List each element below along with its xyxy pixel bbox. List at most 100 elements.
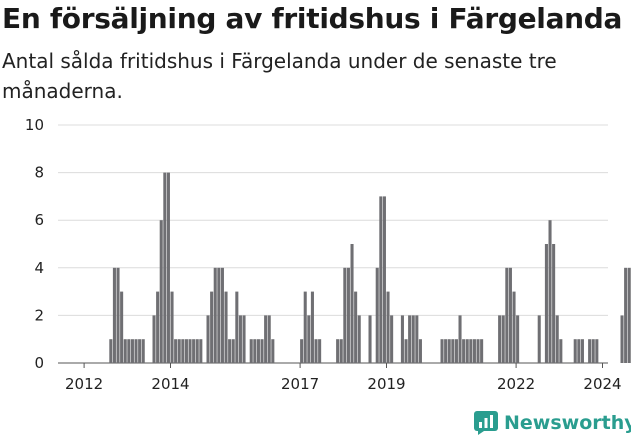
bar [472, 339, 476, 363]
bar [159, 220, 163, 363]
bar [242, 315, 246, 363]
bar [123, 339, 127, 363]
bar [267, 315, 271, 363]
chart-title: En försäljning av fritidshus i Färgeland… [2, 2, 623, 35]
y-tick-label: 6 [34, 211, 44, 229]
bar [238, 315, 242, 363]
bar [220, 267, 224, 363]
bar [501, 315, 505, 363]
bar [444, 339, 448, 363]
bar [231, 339, 235, 363]
bar [141, 339, 145, 363]
bar [130, 339, 134, 363]
bar [120, 291, 124, 363]
grid-lines [58, 124, 608, 364]
bar [408, 315, 412, 363]
x-tick-label: 2024 [583, 375, 621, 393]
bar [469, 339, 473, 363]
bar [595, 339, 599, 363]
y-tick-label: 10 [25, 116, 44, 134]
bar [166, 172, 170, 363]
bar [440, 339, 444, 363]
bar [516, 315, 520, 363]
bar [195, 339, 199, 363]
bar [580, 339, 584, 363]
bar [465, 339, 469, 363]
y-tick-label: 0 [34, 354, 44, 372]
bar [256, 339, 260, 363]
bar [138, 339, 142, 363]
bar [188, 339, 192, 363]
chart-subtitle: Antal sålda fritidshus i Färgelanda unde… [2, 49, 557, 103]
bar [379, 196, 383, 363]
x-tick-label: 2019 [367, 375, 405, 393]
bar [512, 291, 516, 363]
x-axis: 2012 2014 2017 2019 2022 2024 [65, 363, 622, 393]
bar [404, 339, 408, 363]
bar [400, 315, 404, 363]
bar [336, 339, 340, 363]
bar [318, 339, 322, 363]
bar [206, 315, 210, 363]
bar [314, 339, 318, 363]
bar [213, 267, 217, 363]
bar [346, 267, 350, 363]
bar [163, 172, 167, 363]
bar [544, 244, 548, 363]
y-tick-label: 4 [34, 259, 44, 277]
bar [620, 315, 624, 363]
bar [116, 267, 120, 363]
newsworthy-logo: Newsworthy [474, 408, 631, 438]
bar [415, 315, 419, 363]
bar [170, 291, 174, 363]
bar [357, 315, 361, 363]
bar [451, 339, 455, 363]
bar [386, 291, 390, 363]
bar [343, 267, 347, 363]
bar [462, 339, 466, 363]
bar [454, 339, 458, 363]
bar [174, 339, 178, 363]
bar [390, 315, 394, 363]
bar [217, 267, 221, 363]
x-tick-label: 2017 [281, 375, 319, 393]
bar [588, 339, 592, 363]
newsworthy-bar-icon [474, 411, 498, 435]
bar [127, 339, 131, 363]
bar [199, 339, 203, 363]
bar [264, 315, 268, 363]
bars [109, 172, 631, 363]
bar [418, 339, 422, 363]
bar [192, 339, 196, 363]
bar [253, 339, 257, 363]
bar [573, 339, 577, 363]
bar [505, 267, 509, 363]
bar [375, 267, 379, 363]
bar [476, 339, 480, 363]
bar [591, 339, 595, 363]
bar [310, 291, 314, 363]
bar [181, 339, 185, 363]
bar [339, 339, 343, 363]
bar [184, 339, 188, 363]
bar [577, 339, 581, 363]
bar [627, 267, 631, 363]
bar [350, 244, 354, 363]
bar [307, 315, 311, 363]
x-tick-label: 2014 [151, 375, 189, 393]
bar [260, 339, 264, 363]
bar [548, 220, 552, 363]
bar [480, 339, 484, 363]
bar [177, 339, 181, 363]
bar [411, 315, 415, 363]
bar [235, 291, 239, 363]
bar [300, 339, 304, 363]
x-tick-label: 2012 [65, 375, 103, 393]
x-tick-label: 2022 [497, 375, 535, 393]
bar [210, 291, 214, 363]
bar [303, 291, 307, 363]
bar [368, 315, 372, 363]
bar [508, 267, 512, 363]
bar [156, 291, 160, 363]
